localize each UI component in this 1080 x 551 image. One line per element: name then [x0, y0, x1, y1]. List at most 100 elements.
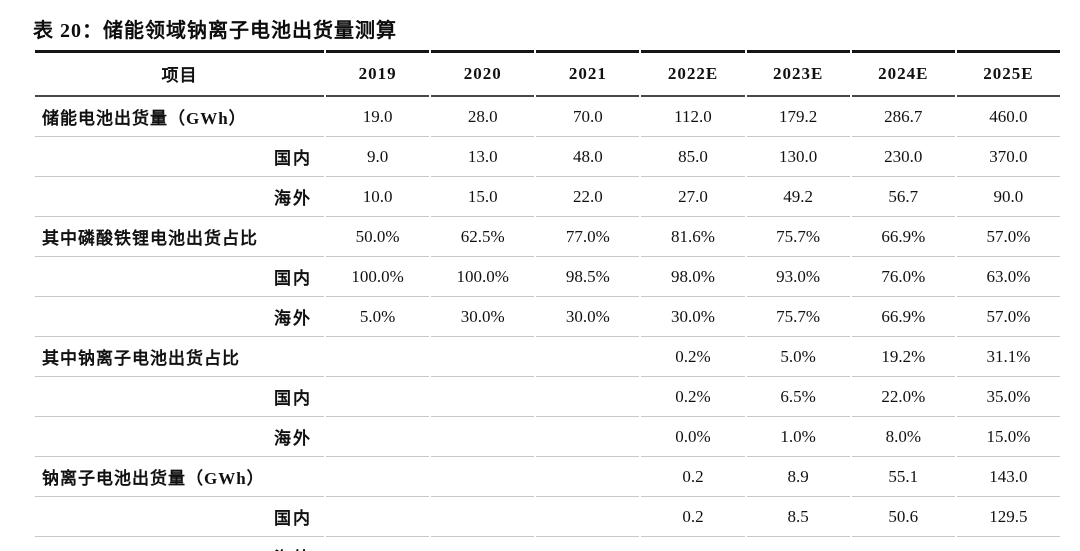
- row-sublabel: 国内: [35, 257, 324, 297]
- table-row: 海外 5.0% 30.0% 30.0% 30.0% 75.7% 66.9% 57.0%: [35, 297, 1060, 337]
- table-cell: 460.0: [956, 97, 1060, 137]
- table-cell: 76.0%: [851, 257, 955, 297]
- table-cell: 30.0%: [641, 297, 745, 337]
- table-cell: 15.0: [431, 177, 535, 217]
- table-cell: [536, 337, 640, 377]
- table-header-row: 项目 2019 2020 2021 2022E 2023E 2024E 2025E: [35, 50, 1060, 97]
- table-cell: 57.0%: [956, 217, 1060, 257]
- table-row: 钠离子电池出货量（GWh） 0.2 8.9 55.1 143.0: [35, 457, 1060, 497]
- table-cell: 230.0: [851, 137, 955, 177]
- row-sublabel: 国内: [35, 377, 324, 417]
- column-header-2025E: 2025E: [956, 50, 1060, 97]
- table-cell: 8.9: [746, 457, 850, 497]
- column-header-项目: 项目: [35, 50, 324, 97]
- table-cell: 143.0: [956, 457, 1060, 497]
- table-row: 国内 0.2% 6.5% 22.0% 35.0%: [35, 377, 1060, 417]
- table-cell: [536, 417, 640, 457]
- row-sublabel: 海外: [35, 297, 324, 337]
- table-cell: [431, 537, 534, 551]
- table-cell: [536, 537, 639, 551]
- table-cell: 90.0: [956, 177, 1060, 217]
- shipment-estimate-table: 项目 2019 2020 2021 2022E 2023E 2024E 2025E 储能电池出…: [33, 50, 1062, 551]
- table-cell: 81.6%: [641, 217, 745, 257]
- table-body: 储能电池出货量（GWh） 19.0 28.0 70.0 112.0 179.2 286.7 4…: [35, 97, 1060, 551]
- table-cell: 30.0%: [431, 297, 535, 337]
- table-cell: 75.7%: [746, 297, 850, 337]
- table-cell: 1.0%: [746, 417, 850, 457]
- table-cell: 0.2: [641, 497, 745, 537]
- table-cell: 100.0%: [326, 257, 430, 297]
- table-cell: [536, 377, 640, 417]
- table-cell: 13.0: [431, 137, 535, 177]
- table-row: 海外 10.0 15.0 22.0 27.0 49.2 56.7 90.0: [35, 177, 1060, 217]
- table-cell: 13.5: [957, 537, 1060, 551]
- table-cell: 0.5: [747, 537, 850, 551]
- table-cell: 100.0%: [431, 257, 535, 297]
- table-cell: 70.0: [536, 97, 640, 137]
- row-sublabel: 国内: [35, 137, 324, 177]
- table-cell: 19.0: [326, 97, 430, 137]
- table-cell: 98.5%: [536, 257, 640, 297]
- table-row: 其中磷酸铁锂电池出货占比 50.0% 62.5% 77.0% 81.6% 75.7% 66.…: [35, 217, 1060, 257]
- table-row: 国内 100.0% 100.0% 98.5% 98.0% 93.0% 76.0% 63.0%: [35, 257, 1060, 297]
- table-row: 国内 9.0 13.0 48.0 85.0 130.0 230.0 370.0: [35, 137, 1060, 177]
- table-cell: 5.0%: [746, 337, 850, 377]
- table-row: 储能电池出货量（GWh） 19.0 28.0 70.0 112.0 179.2 286.7 4…: [35, 97, 1060, 137]
- row-sublabel: 海外: [35, 537, 324, 551]
- table-cell: 98.0%: [641, 257, 745, 297]
- table-cell: 75.7%: [746, 217, 850, 257]
- table-title: 表 20：储能领域钠离子电池出货量测算: [33, 20, 397, 42]
- table-cell: 0.2: [641, 457, 745, 497]
- table-cell: 5.0%: [326, 297, 430, 337]
- table-cell: 6.5%: [746, 377, 850, 417]
- table-cell: 130.0: [746, 137, 850, 177]
- table-cell: [326, 377, 430, 417]
- table-cell: 10.0: [326, 177, 430, 217]
- table-cell: 66.9%: [851, 217, 955, 257]
- table-cell: 63.0%: [956, 257, 1060, 297]
- table-cell: 4.5: [852, 537, 955, 551]
- table-cell: 0.2%: [641, 337, 745, 377]
- table-cell: 19.2%: [851, 337, 955, 377]
- table-row: 国内 0.2 8.5 50.6 129.5: [35, 497, 1060, 537]
- table-cell: [536, 497, 640, 537]
- row-label: 储能电池出货量（GWh）: [35, 97, 324, 137]
- table-cell: 8.5: [746, 497, 850, 537]
- row-sublabel: 海外: [35, 177, 324, 217]
- table-cell: 48.0: [536, 137, 640, 177]
- column-header-2023E: 2023E: [746, 50, 850, 97]
- row-label: 其中磷酸铁锂电池出货占比: [35, 217, 324, 257]
- table-cell: 66.9%: [851, 297, 955, 337]
- table-cell: 0.0%: [641, 417, 745, 457]
- table-row: 海外 0.00.54.513.5: [35, 537, 1060, 551]
- table-cell: 55.1: [851, 457, 955, 497]
- table-cell: [326, 337, 430, 377]
- column-header-2020: 2020: [431, 50, 535, 97]
- table-cell: 30.0%: [536, 297, 640, 337]
- column-header-2019: 2019: [326, 50, 430, 97]
- table-row: 海外 0.0% 1.0% 8.0% 15.0%: [35, 417, 1060, 457]
- table-cell: [431, 497, 535, 537]
- table-cell: 28.0: [431, 97, 535, 137]
- table-cell: 112.0: [641, 97, 745, 137]
- row-label: 钠离子电池出货量（GWh）: [35, 457, 324, 497]
- row-sublabel: 海外: [35, 417, 324, 457]
- table-cell: 0.0: [641, 537, 744, 551]
- table-cell: [326, 457, 430, 497]
- table-cell: 93.0%: [746, 257, 850, 297]
- table-cell: 286.7: [851, 97, 955, 137]
- table-cell: 57.0%: [956, 297, 1060, 337]
- table-cell: 0.2%: [641, 377, 745, 417]
- table-cell: 50.0%: [326, 217, 430, 257]
- table-cell: 179.2: [746, 97, 850, 137]
- table-cell: 85.0: [641, 137, 745, 177]
- table-cell: 9.0: [326, 137, 430, 177]
- table-cell: 62.5%: [431, 217, 535, 257]
- table-cell: 49.2: [746, 177, 850, 217]
- table-cell: [431, 337, 535, 377]
- table-cell: 22.0: [536, 177, 640, 217]
- column-header-2022E: 2022E: [641, 50, 745, 97]
- table-cell: 35.0%: [956, 377, 1060, 417]
- table-cell: [326, 497, 430, 537]
- column-header-2021: 2021: [536, 50, 640, 97]
